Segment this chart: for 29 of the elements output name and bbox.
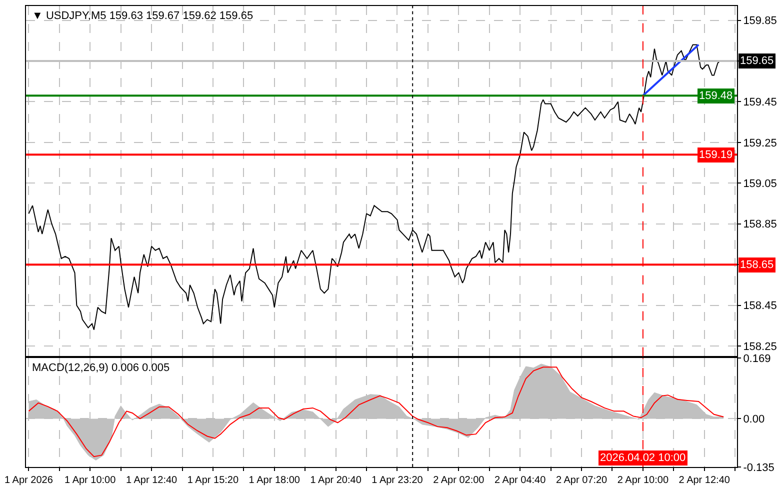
x-tick-label: 1 Apr 23:20: [372, 475, 424, 486]
x-tick-label: 2 Apr 12:40: [678, 475, 730, 486]
x-tick-label: 2 Apr 04:40: [494, 475, 546, 486]
y-tick-label: 158.25: [743, 340, 777, 353]
chart-title: MACD(12,26,9) 0.006 0.005: [32, 362, 170, 374]
x-tick-label: 1 Apr 18:00: [248, 475, 300, 486]
y-tick-label: 159.05: [743, 178, 777, 190]
y-tick-label: 159.45: [743, 96, 777, 109]
y-tick-label: 0.00: [743, 414, 765, 426]
ref-line-label: 2026.04.02 10:00: [600, 452, 686, 464]
y-tick-label: -0.135: [743, 462, 774, 474]
x-tick-label: 2 Apr 10:00: [617, 475, 669, 486]
y-tick-label: 0.169: [743, 353, 771, 366]
x-tick-label: 1 Apr 10:00: [64, 475, 116, 486]
x-tick-label: 2 Apr 07:20: [556, 475, 608, 486]
ref-line-label: 158.65: [740, 259, 774, 271]
ref-line-label: 159.19: [699, 149, 733, 161]
y-tick-label: 158.85: [743, 218, 777, 231]
x-tick-label: 1 Apr 2026: [4, 475, 54, 486]
x-tick-label: 1 Apr 15:20: [187, 475, 239, 486]
x-tick-label: 2 Apr 02:00: [433, 475, 485, 486]
y-tick-label: 159.85: [743, 15, 777, 28]
ref-line-label: 159.48: [699, 90, 733, 102]
chart-title: ▼ USDJPY,M5 159.63 159.67 159.62 159.65: [32, 10, 254, 22]
y-tick-label: 159.25: [743, 137, 777, 150]
x-tick-label: 1 Apr 12:40: [126, 475, 178, 486]
ref-line-label: 159.65: [740, 55, 774, 67]
x-tick-label: 1 Apr 20:40: [310, 475, 362, 486]
y-tick-label: 158.45: [743, 300, 777, 312]
